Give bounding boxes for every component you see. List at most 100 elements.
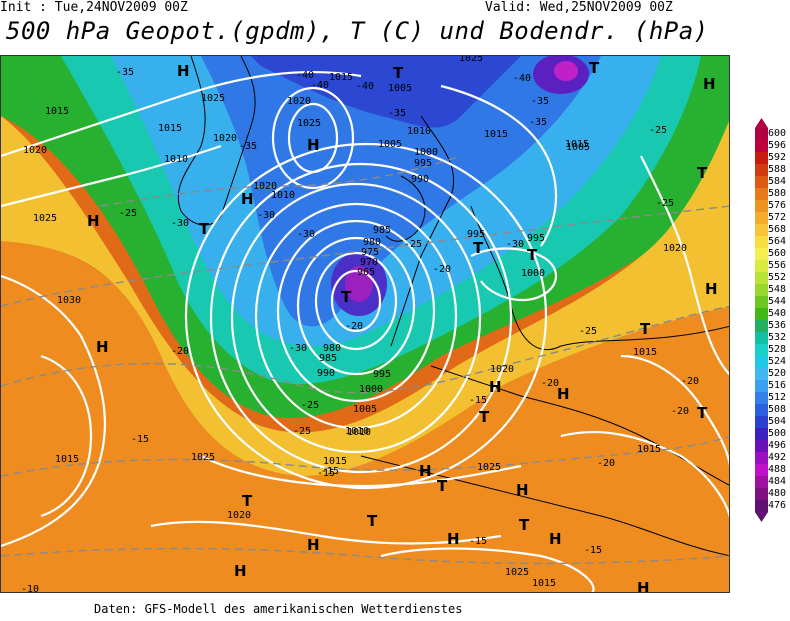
temperature-label: -15 [321,466,339,477]
low-marker: T [242,492,253,510]
pressure-label: 1025 [459,56,483,64]
legend-label: 588 [768,164,787,175]
legend-label: 556 [768,260,787,271]
pressure-label: 1020 [287,96,311,107]
legend-label: 564 [768,236,787,247]
legend-swatch [755,272,768,285]
pressure-label: 1025 [33,213,57,224]
low-marker: T [527,246,538,264]
legend-swatch [755,344,768,357]
high-marker: H [557,385,570,403]
pressure-label: 1005 [566,142,590,153]
pressure-label: 995 [414,158,432,169]
temperature-label: -40 [296,70,314,81]
temperature-label: -25 [656,198,674,209]
low-marker: T [697,404,708,422]
yellow-band [1,116,729,476]
legend-label: 568 [768,224,787,235]
legend-swatch [755,236,768,249]
low-core-purple [345,266,373,302]
color-legend [755,118,768,522]
pressure-label: 990 [411,174,429,185]
low-marker: T [589,59,600,77]
pressure-label: 1025 [201,93,225,104]
temperature-label: -20 [681,376,699,387]
pressure-label: 980 [323,343,341,354]
temperature-label: -10 [21,584,39,593]
high-marker: H [177,62,190,80]
map-canvas: 1015 1025 1015 1020 1010 1015 1020 1025 … [1,56,729,593]
temperature-label: -15 [469,395,487,406]
legend-swatch [755,284,768,297]
legend-swatch [755,392,768,405]
high-marker: H [307,136,320,154]
legend-label: 524 [768,356,787,367]
pressure-label: 1015 [329,72,353,83]
pressure-label: 1030 [57,295,81,306]
pressure-label: 965 [357,267,375,278]
legend-swatch [755,188,768,201]
high-marker: H [637,579,650,593]
legend-label: 500 [768,428,787,439]
pressure-label: 1025 [297,118,321,129]
high-marker: H [549,530,562,548]
pressure-label: 1015 [637,444,661,455]
pressure-label: 1020 [490,364,514,375]
temperature-label: -25 [649,125,667,136]
legend-label: 516 [768,380,787,391]
high-marker: H [705,280,718,298]
pressure-label: 1010 [347,427,371,438]
pressure-centers: H H H H H T T T T T T T H H H T T H T H … [87,59,718,593]
legend-swatch [755,200,768,213]
legend-label: 572 [768,212,787,223]
low-marker: T [367,512,378,530]
pressure-label: 1015 [484,129,508,140]
pressure-label: 1000 [359,384,383,395]
high-marker: H [447,530,460,548]
chart-title: 500 hPa Geopot.(gpdm), T (C) und Bodendr… [6,17,709,45]
pressure-label: 1005 [388,83,412,94]
pressure-label: 985 [373,225,391,236]
legend-swatch [755,212,768,225]
pressure-label: 1015 [565,139,589,150]
temperature-label: -25 [404,239,422,250]
temperature-label: -40 [513,73,531,84]
legend-swatch [755,500,768,513]
pressure-label: 1010 [271,190,295,201]
legend-label: 528 [768,344,787,355]
pressure-label: 1020 [663,243,687,254]
legend-label: 560 [768,248,787,259]
legend-swatch [755,332,768,345]
deepblue-field [251,56,521,128]
legend-label: 596 [768,140,787,151]
legend-swatch [755,464,768,477]
low-marker: T [640,320,651,338]
legend-label: 548 [768,284,787,295]
temperature-label: -30 [506,239,524,250]
temperature-label: -35 [531,96,549,107]
temperature-label: -30 [171,218,189,229]
legend-swatch [755,152,768,165]
temperature-label: -20 [671,406,689,417]
coastlines [177,56,729,557]
pressure-label: 1020 [213,133,237,144]
pressure-label: 985 [319,353,337,364]
temperature-label: -30 [289,343,307,354]
legend-arrow-top [755,118,768,128]
temperature-label: -15 [131,434,149,445]
temperature-lines [1,155,729,565]
low-marker: T [437,477,448,495]
legend-swatch [755,248,768,261]
temperature-label: -15 [317,468,335,479]
legend-label: 492 [768,452,787,463]
temperature-label: -25 [119,208,137,219]
pressure-label: 1015 [158,123,182,134]
temperature-label: -35 [116,67,134,78]
temperature-label: -40 [356,81,374,92]
temperature-label: -20 [597,458,615,469]
legend-label: 496 [768,440,787,451]
high-marker: H [234,562,247,580]
temperature-label: -30 [257,210,275,221]
pressure-label: 975 [361,247,379,258]
pressure-label: 1020 [253,181,277,192]
